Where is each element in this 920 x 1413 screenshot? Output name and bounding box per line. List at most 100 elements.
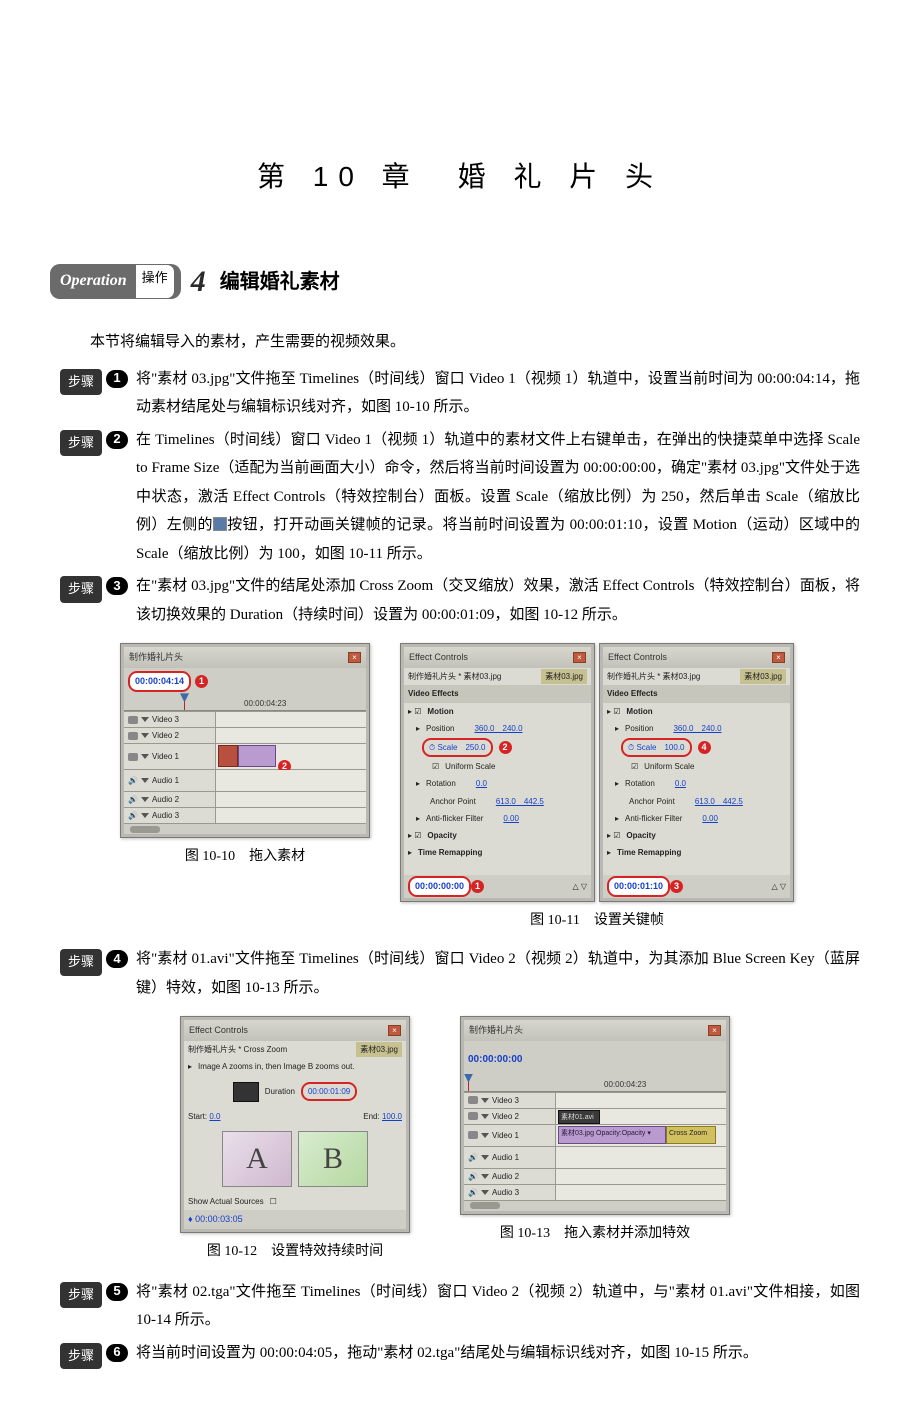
eye-icon[interactable] [468,1096,478,1104]
fx-position[interactable]: ▸ Position 360.0 240.0 [603,720,790,737]
track-video3[interactable]: Video 3 [464,1092,726,1108]
timeline-ruler[interactable]: 00:00:04:23 [124,695,366,711]
expand-icon[interactable] [141,754,149,759]
fx-motion[interactable]: ▸ ☑ Motion [404,703,591,720]
fx-uniform[interactable]: ☑ Uniform Scale [603,758,790,775]
duration-row: Duration 00:00:01:09 [184,1076,406,1108]
track-video1[interactable]: Video 1 2 [124,743,366,769]
close-icon[interactable]: × [348,652,361,663]
close-icon[interactable]: × [573,652,586,663]
track-audio3[interactable]: 🔊Audio 3 [124,807,366,823]
intro-text: 本节将编辑导入的素材，产生需要的视频效果。 [60,328,860,357]
panel-titlebar: 制作婚礼片头 × [464,1020,726,1041]
clip-tab[interactable]: 素材03.jpg [541,669,587,684]
expand-icon[interactable] [141,778,149,783]
scrollbar[interactable] [124,823,366,834]
close-icon[interactable]: × [708,1025,721,1036]
transition-icon [233,1082,259,1102]
fx-anchor[interactable]: Anchor Point 613.0 442.5 [603,793,790,810]
track-video3[interactable]: Video 3 [124,711,366,727]
track-audio3[interactable]: 🔊Audio 3 [464,1184,726,1200]
panel-titlebar: Effect Controls × [603,647,790,668]
expand-icon[interactable] [481,1155,489,1160]
fx-position[interactable]: ▸ Position 360.0 240.0 [404,720,591,737]
track-video1[interactable]: Video 1 素材03.jpg Opacity:Opacity ▾ Cross… [464,1124,726,1146]
clip-tab[interactable]: 素材03.jpg [740,669,786,684]
timecode[interactable]: 00:00:00:00 [468,1054,522,1065]
expand-icon[interactable] [481,1174,489,1179]
fx-timeremap[interactable]: ▸ Time Remapping [603,844,790,861]
step-label: 步骤 [60,1282,102,1309]
fx-anchor[interactable]: Anchor Point 613.0 442.5 [404,793,591,810]
transition-clip[interactable]: Cross Zoom [666,1126,716,1144]
operation-badge-cn: 操作 [135,264,175,298]
panel-title: 制作婚礼片头 [129,649,183,666]
preview-b: B [298,1131,368,1187]
section-header: Video Effects [603,685,790,702]
step-number: 3 [106,577,128,595]
fx-scale[interactable]: ⏱ Scale 100.0 4 [603,737,790,758]
fx-uniform[interactable]: ☑ Uniform Scale [404,758,591,775]
track-audio2[interactable]: 🔊Audio 2 [124,791,366,807]
playhead[interactable] [184,695,185,710]
clip-tab[interactable]: 素材03.jpg [356,1042,402,1057]
figure-caption: 图 10-11 设置关键帧 [530,908,664,935]
step-number: 2 [106,431,128,449]
expand-icon[interactable] [481,1114,489,1119]
eye-icon[interactable] [468,1112,478,1120]
eye-icon[interactable] [468,1131,478,1139]
timecode[interactable]: 00:00:01:10 [607,876,670,897]
fx-rotation[interactable]: ▸ Rotation 0.0 [603,775,790,792]
timecode-row: 00:00:04:14 1 [124,668,366,695]
figure-caption: 图 10-12 设置特效持续时间 [207,1239,383,1266]
playhead[interactable] [468,1076,469,1091]
timecode[interactable]: 00:00:00:00 [408,876,471,897]
eye-icon[interactable] [128,732,138,740]
fx-scale[interactable]: ⏱ Scale 250.0 2 [404,737,591,758]
clip-video1[interactable]: 素材03.jpg Opacity:Opacity ▾ [558,1126,666,1144]
expand-icon[interactable] [141,733,149,738]
clip[interactable] [238,745,276,767]
track-video2[interactable]: Video 2 素材01.avi [464,1108,726,1124]
track-name: Video 2 [492,1109,519,1124]
track-name: Video 2 [152,728,179,743]
track-name: Audio 3 [492,1185,519,1200]
track-name: Video 3 [152,712,179,727]
expand-icon[interactable] [481,1098,489,1103]
fx-opacity[interactable]: ▸ ☑ Opacity [603,827,790,844]
timecode[interactable]: 00:00:04:14 [128,671,191,692]
expand-icon[interactable] [481,1190,489,1195]
timecode-row: ♦ 00:00:03:05 [184,1210,406,1229]
operation-badge: Operation 操作 [50,264,181,298]
track-audio1[interactable]: 🔊Audio 1 [124,769,366,791]
fx-timeremap[interactable]: ▸ Time Remapping [404,844,591,861]
figure-10-10: 制作婚礼片头 × 00:00:04:14 1 00:00:04:23 Video… [120,643,370,935]
track-audio2[interactable]: 🔊Audio 2 [464,1168,726,1184]
ruler-mark: 00:00:04:23 [604,1077,646,1092]
close-icon[interactable]: × [772,652,785,663]
step-number: 4 [106,950,128,968]
fx-rotation[interactable]: ▸ Rotation 0.0 [404,775,591,792]
scrollbar[interactable] [464,1200,726,1211]
eye-icon[interactable] [128,753,138,761]
fx-flicker[interactable]: ▸ Anti-flicker Filter 0.00 [603,810,790,827]
track-video2[interactable]: Video 2 [124,727,366,743]
duration-value[interactable]: 00:00:01:09 [301,1082,357,1101]
track-audio1[interactable]: 🔊Audio 1 [464,1146,726,1168]
show-actual[interactable]: Show Actual Sources ☐ [184,1193,406,1210]
preview-a: A [222,1131,292,1187]
expand-icon[interactable] [141,797,149,802]
ab-preview: A B [184,1125,406,1193]
close-icon[interactable]: × [388,1025,401,1036]
fx-motion[interactable]: ▸ ☑ Motion [603,703,790,720]
eye-icon[interactable] [128,716,138,724]
fx-opacity[interactable]: ▸ ☑ Opacity [404,827,591,844]
expand-icon[interactable] [481,1133,489,1138]
expand-icon[interactable] [141,813,149,818]
clip-video2[interactable]: 素材01.avi [558,1110,600,1124]
fx-flicker[interactable]: ▸ Anti-flicker Filter 0.00 [404,810,591,827]
timeline-ruler[interactable]: 00:00:04:23 [464,1076,726,1092]
operation-title: 编辑婚礼素材 [220,263,340,301]
clip-thumb[interactable] [218,745,238,767]
expand-icon[interactable] [141,717,149,722]
